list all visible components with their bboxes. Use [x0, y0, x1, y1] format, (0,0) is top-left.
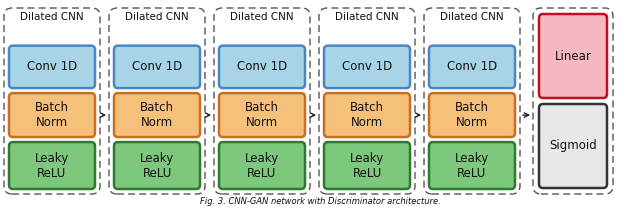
Text: Fig. 3. CNN-GAN network with Discriminator architecture.: Fig. 3. CNN-GAN network with Discriminat…: [200, 197, 440, 206]
FancyBboxPatch shape: [9, 93, 95, 137]
Text: Leaky
ReLU: Leaky ReLU: [35, 151, 69, 180]
Text: Conv 1D: Conv 1D: [27, 60, 77, 73]
Text: Dilated CNN: Dilated CNN: [125, 12, 189, 22]
FancyBboxPatch shape: [539, 104, 607, 188]
Text: Sigmoid: Sigmoid: [549, 139, 597, 153]
FancyBboxPatch shape: [324, 142, 410, 189]
Text: Linear: Linear: [555, 50, 591, 62]
FancyBboxPatch shape: [324, 93, 410, 137]
Text: Leaky
ReLU: Leaky ReLU: [350, 151, 384, 180]
FancyBboxPatch shape: [9, 46, 95, 88]
Text: Leaky
ReLU: Leaky ReLU: [140, 151, 174, 180]
FancyBboxPatch shape: [219, 142, 305, 189]
Text: Conv 1D: Conv 1D: [342, 60, 392, 73]
FancyBboxPatch shape: [429, 93, 515, 137]
Text: Dilated CNN: Dilated CNN: [230, 12, 294, 22]
FancyBboxPatch shape: [114, 142, 200, 189]
Text: Batch
Norm: Batch Norm: [140, 101, 174, 129]
Text: Batch
Norm: Batch Norm: [35, 101, 69, 129]
Text: Batch
Norm: Batch Norm: [350, 101, 384, 129]
FancyBboxPatch shape: [429, 142, 515, 189]
Text: Leaky
ReLU: Leaky ReLU: [245, 151, 279, 180]
FancyBboxPatch shape: [114, 46, 200, 88]
Text: Dilated CNN: Dilated CNN: [440, 12, 504, 22]
Text: Leaky
ReLU: Leaky ReLU: [455, 151, 489, 180]
Text: Conv 1D: Conv 1D: [447, 60, 497, 73]
FancyBboxPatch shape: [219, 46, 305, 88]
Text: Batch
Norm: Batch Norm: [455, 101, 489, 129]
Text: Conv 1D: Conv 1D: [237, 60, 287, 73]
FancyBboxPatch shape: [219, 93, 305, 137]
FancyBboxPatch shape: [9, 142, 95, 189]
Text: Dilated CNN: Dilated CNN: [20, 12, 84, 22]
FancyBboxPatch shape: [324, 46, 410, 88]
Text: Conv 1D: Conv 1D: [132, 60, 182, 73]
Text: Dilated CNN: Dilated CNN: [335, 12, 399, 22]
FancyBboxPatch shape: [539, 14, 607, 98]
Text: Batch
Norm: Batch Norm: [245, 101, 279, 129]
FancyBboxPatch shape: [114, 93, 200, 137]
FancyBboxPatch shape: [429, 46, 515, 88]
